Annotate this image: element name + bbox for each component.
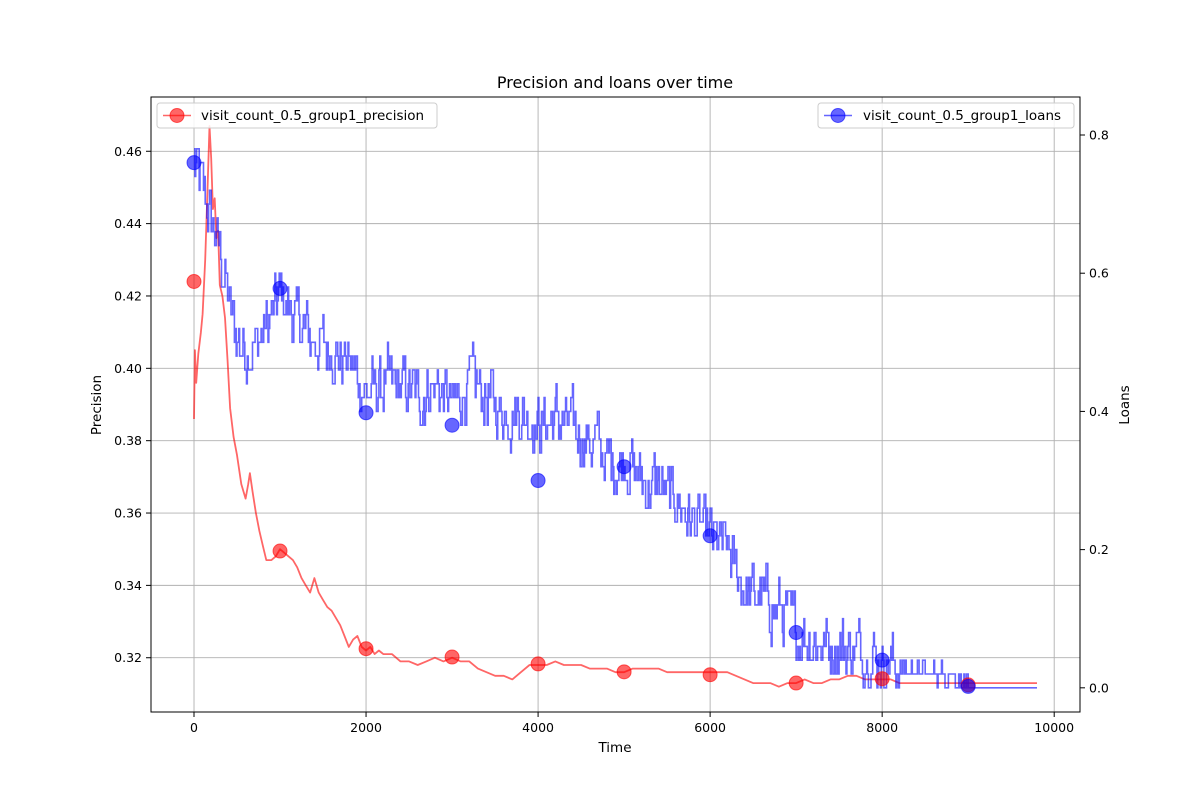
y-tick-label: 0.38 xyxy=(114,433,142,448)
precision-point xyxy=(874,671,890,687)
loans-series-line xyxy=(194,148,1037,689)
precision-point xyxy=(530,656,546,672)
chart-title: Precision and loans over time xyxy=(497,73,733,92)
gridlines xyxy=(151,97,1080,712)
loans-point xyxy=(788,625,804,641)
y-tick-label: 0.44 xyxy=(114,216,142,231)
y2-tick-label: 0.2 xyxy=(1089,542,1109,557)
precision-series-line xyxy=(193,125,1037,688)
y-tick-label: 0.36 xyxy=(114,506,142,521)
x-tick-label: 0 xyxy=(190,720,198,735)
x-tick-label: 10000 xyxy=(1034,720,1074,735)
legend-right-label: visit_count_0.5_group1_loans xyxy=(863,108,1061,124)
y2-tick-label: 0.4 xyxy=(1089,404,1109,419)
legend-left: visit_count_0.5_group1_precision xyxy=(156,102,438,129)
precision-point xyxy=(358,641,374,657)
y-axis-title: Precision xyxy=(89,375,105,435)
precision-point xyxy=(186,274,202,289)
loans-point xyxy=(960,678,976,694)
loans-point xyxy=(272,280,288,296)
y-tick-label: 0.40 xyxy=(114,361,142,376)
legend-left-marker xyxy=(169,108,185,123)
y-tick-label: 0.32 xyxy=(114,650,142,665)
precision-point xyxy=(788,675,804,691)
precision-point xyxy=(616,664,632,680)
y2-axis-ticks: 0.0 0.2 0.4 0.6 0.8 xyxy=(1080,128,1109,695)
legend-right-marker xyxy=(830,108,846,123)
precision-point xyxy=(702,667,718,683)
y2-axis-title: Loans xyxy=(1117,385,1133,424)
loans-point xyxy=(186,155,202,171)
x-tick-label: 2000 xyxy=(350,720,382,735)
loans-point xyxy=(702,528,718,544)
legend-right: visit_count_0.5_group1_loans xyxy=(817,102,1075,129)
precision-point xyxy=(272,543,288,559)
loans-point xyxy=(874,652,890,668)
series-layer xyxy=(186,125,1037,694)
x-tick-label: 4000 xyxy=(522,720,554,735)
y2-tick-label: 0.0 xyxy=(1089,680,1109,695)
y-tick-label: 0.46 xyxy=(114,144,142,159)
legend-left-box xyxy=(156,102,438,129)
precision-point xyxy=(444,649,460,665)
y2-tick-label: 0.8 xyxy=(1089,128,1109,143)
loans-point xyxy=(530,473,546,489)
legend-left-label: visit_count_0.5_group1_precision xyxy=(201,108,424,124)
x-tick-label: 6000 xyxy=(694,720,726,735)
x-tick-label: 8000 xyxy=(866,720,898,735)
legend-right-box xyxy=(817,102,1075,129)
y2-tick-label: 0.6 xyxy=(1089,266,1109,281)
loans-point xyxy=(358,405,374,421)
x-axis-title: Time xyxy=(597,740,631,756)
loans-point xyxy=(444,417,460,433)
x-axis-ticks: 0 2000 4000 6000 8000 10000 xyxy=(190,712,1074,735)
y-tick-label: 0.34 xyxy=(114,578,142,593)
plot-frame xyxy=(150,96,1081,713)
y-tick-label: 0.42 xyxy=(114,288,142,303)
y-axis-ticks: 0.32 0.34 0.36 0.38 0.40 0.42 0.44 0.46 xyxy=(114,144,151,665)
loans-point xyxy=(616,459,632,475)
